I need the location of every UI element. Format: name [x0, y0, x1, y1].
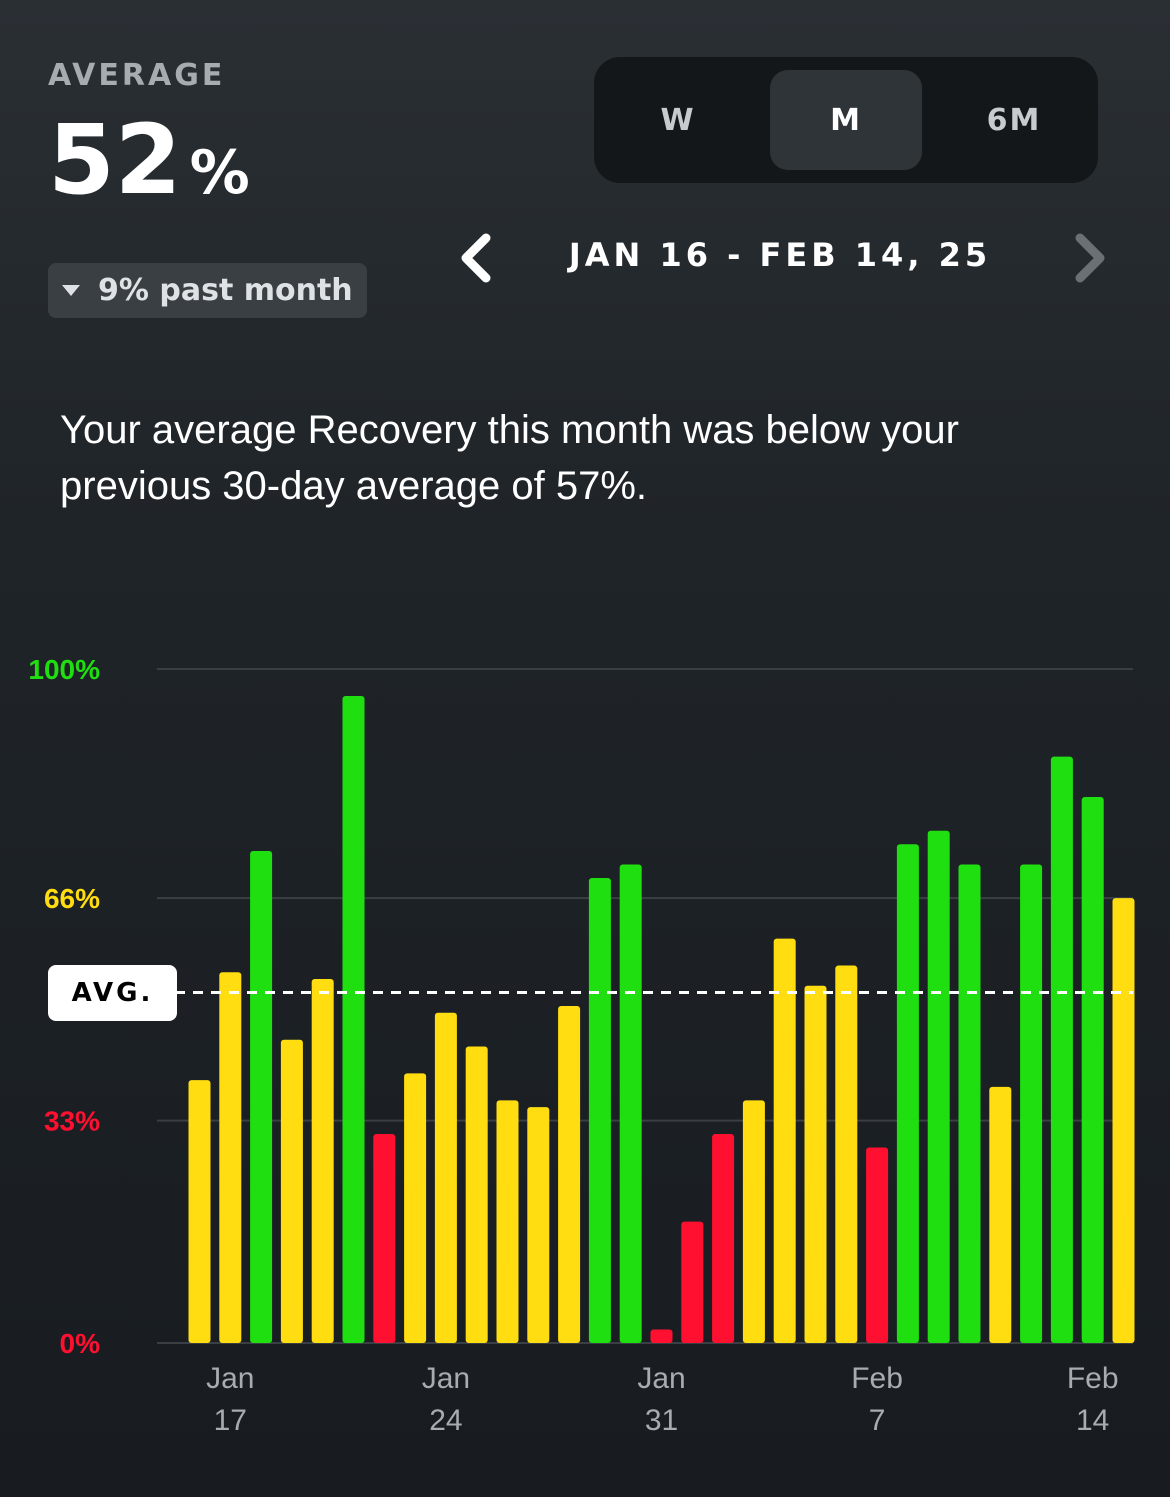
tab-week[interactable]: W: [660, 102, 696, 138]
bar[interactable]: [804, 985, 827, 1343]
chevron-left-icon[interactable]: [452, 230, 502, 286]
delta-badge: 9% past month: [48, 263, 367, 318]
bar[interactable]: [465, 1046, 488, 1343]
bar[interactable]: [927, 830, 950, 1343]
y-tick-label: 33%: [44, 1106, 100, 1137]
x-tick-month: Jan: [637, 1362, 685, 1395]
tab-six-months[interactable]: 6M: [986, 102, 1042, 138]
x-tick-month: Feb: [851, 1362, 903, 1395]
bar[interactable]: [404, 1073, 427, 1343]
summary-text: Your average Recovery this month was bel…: [60, 408, 959, 508]
x-tick-day: 31: [645, 1404, 678, 1437]
bar[interactable]: [373, 1134, 396, 1343]
delta-text: 9% past month: [98, 273, 353, 308]
x-tick-month: Feb: [1067, 1362, 1119, 1395]
bar[interactable]: [681, 1221, 704, 1343]
bar[interactable]: [219, 972, 242, 1343]
bar[interactable]: [866, 1147, 889, 1343]
bar[interactable]: [773, 938, 796, 1343]
bar[interactable]: [434, 1012, 457, 1343]
bar[interactable]: [558, 1006, 581, 1343]
y-tick-label: 66%: [44, 883, 100, 914]
bar[interactable]: [619, 864, 642, 1343]
bar[interactable]: [989, 1086, 1012, 1343]
x-tick-day: 24: [429, 1404, 462, 1437]
x-tick-month: Jan: [206, 1362, 254, 1395]
average-number: 52: [48, 104, 182, 216]
average-unit: %: [189, 138, 250, 208]
average-label: AVERAGE: [48, 58, 226, 93]
bar[interactable]: [712, 1134, 735, 1343]
y-tick-label: 0%: [60, 1328, 101, 1359]
tab-month[interactable]: M: [770, 70, 922, 170]
average-chip: AVG.: [48, 964, 177, 1021]
chevron-right-icon[interactable]: [1064, 230, 1114, 286]
bar[interactable]: [1081, 797, 1104, 1343]
bar[interactable]: [835, 965, 858, 1343]
bar[interactable]: [588, 877, 611, 1343]
period-segmented-control: W M 6M: [594, 57, 1098, 183]
bar[interactable]: [896, 844, 919, 1343]
x-tick-day: 14: [1076, 1404, 1109, 1437]
x-tick-month: Jan: [422, 1362, 470, 1395]
average-value: 52%: [48, 112, 250, 208]
bar[interactable]: [496, 1100, 519, 1343]
bar[interactable]: [1020, 864, 1043, 1343]
bar[interactable]: [1112, 898, 1135, 1343]
bar[interactable]: [311, 979, 334, 1343]
bar[interactable]: [958, 864, 981, 1343]
date-range: JAN 16 - FEB 14, 25: [568, 236, 992, 274]
bar[interactable]: [250, 850, 273, 1343]
bar[interactable]: [342, 695, 365, 1343]
bar[interactable]: [1050, 756, 1073, 1343]
x-tick-day: 17: [214, 1404, 247, 1437]
bar[interactable]: [188, 1080, 211, 1343]
x-tick-day: 7: [869, 1404, 886, 1437]
y-tick-label: 100%: [28, 654, 100, 685]
bar[interactable]: [650, 1329, 673, 1343]
bar[interactable]: [742, 1100, 765, 1343]
bar[interactable]: [280, 1039, 303, 1343]
down-triangle-icon: [62, 285, 80, 296]
bar[interactable]: [527, 1107, 550, 1343]
